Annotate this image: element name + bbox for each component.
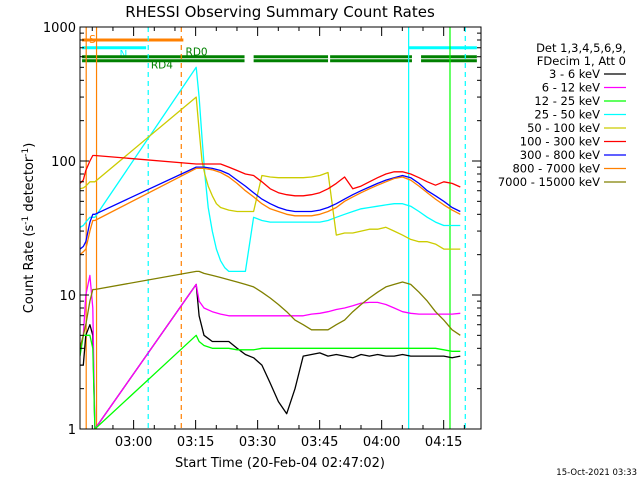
x-tick-label-03-45: 03:45 bbox=[301, 435, 338, 450]
legend-label-7000-15000-kev: 7000 - 15000 keV bbox=[498, 175, 600, 189]
y-axis-label-prefix: Count Rate (s bbox=[22, 225, 37, 314]
flag-label-s: S bbox=[89, 34, 96, 46]
x-tick-label-03-00: 03:00 bbox=[115, 435, 152, 450]
series-line-50-100-kev bbox=[80, 96, 461, 250]
plot-frame bbox=[79, 26, 482, 430]
y-axis-label: Count Rate (s-1 detector-1) bbox=[21, 143, 37, 314]
series-lines bbox=[80, 66, 461, 429]
x-tick-label-03-15: 03:15 bbox=[177, 435, 214, 450]
legend-label-300-800-kev: 300 - 800 keV bbox=[520, 148, 600, 162]
legend-label-800-7000-kev: 800 - 7000 keV bbox=[512, 162, 600, 176]
series-line-3-6-kev bbox=[80, 283, 461, 429]
series-line-300-800-kev bbox=[80, 166, 461, 250]
plot-timestamp: 15-Oct-2021 03:33 bbox=[556, 468, 637, 478]
observing-flag-bars: S N RD4 RD0 bbox=[82, 34, 477, 72]
series-line-12-25-kev bbox=[80, 334, 461, 429]
y-axis-label-sup1: -1 bbox=[21, 216, 31, 225]
legend-label-3-6-kev: 3 - 6 keV bbox=[549, 67, 600, 81]
y-axis-label-mid: detector bbox=[22, 156, 37, 216]
y-tick-label-1000: 1000 bbox=[43, 21, 76, 36]
event-markers bbox=[85, 27, 466, 429]
legend: Det 1,3,4,5,6,9,FDecim 1, Att 03 - 6 keV… bbox=[498, 41, 626, 189]
series-line-100-300-kev bbox=[80, 154, 461, 197]
x-axis-label: Start Time (20-Feb-04 02:47:02) bbox=[175, 456, 385, 471]
x-tick-label-04-15: 04:15 bbox=[425, 435, 462, 450]
flag-label-n: N bbox=[119, 49, 127, 61]
legend-label-100-300-kev: 100 - 300 keV bbox=[520, 135, 600, 149]
series-line-7000-15000-kev bbox=[80, 270, 461, 349]
legend-label-25-50-kev: 25 - 50 keV bbox=[534, 108, 600, 122]
y-tick-label-100: 100 bbox=[51, 155, 76, 170]
y-axis-label-sup2: -1 bbox=[21, 148, 31, 157]
legend-label-50-100-kev: 50 - 100 keV bbox=[527, 121, 600, 135]
y-axis-ticks: 1 10 100 1000 bbox=[43, 21, 481, 438]
series-line-800-7000-kev bbox=[80, 167, 461, 256]
y-axis-label-suffix: ) bbox=[22, 143, 37, 148]
flag-label-rd0: RD0 bbox=[186, 47, 208, 59]
y-tick-label-1: 1 bbox=[68, 423, 76, 438]
chart-title: RHESSI Observing Summary Count Rates bbox=[125, 3, 435, 21]
series-line-6-12-kev bbox=[80, 274, 461, 429]
legend-header-line-1: Det 1,3,4,5,6,9, bbox=[536, 41, 626, 55]
x-tick-label-04-00: 04:00 bbox=[363, 435, 400, 450]
flag-label-rd4: RD4 bbox=[151, 60, 173, 72]
y-tick-label-10: 10 bbox=[59, 289, 76, 304]
x-tick-label-03-30: 03:30 bbox=[239, 435, 276, 450]
x-axis-ticks: 03:00 03:15 03:30 03:45 04:00 04:15 bbox=[91, 27, 465, 450]
legend-label-12-25-kev: 12 - 25 keV bbox=[534, 94, 600, 108]
legend-header-line-2: FDecim 1, Att 0 bbox=[537, 54, 626, 68]
series-line-25-50-kev bbox=[80, 66, 461, 273]
legend-label-6-12-kev: 6 - 12 keV bbox=[542, 81, 600, 95]
